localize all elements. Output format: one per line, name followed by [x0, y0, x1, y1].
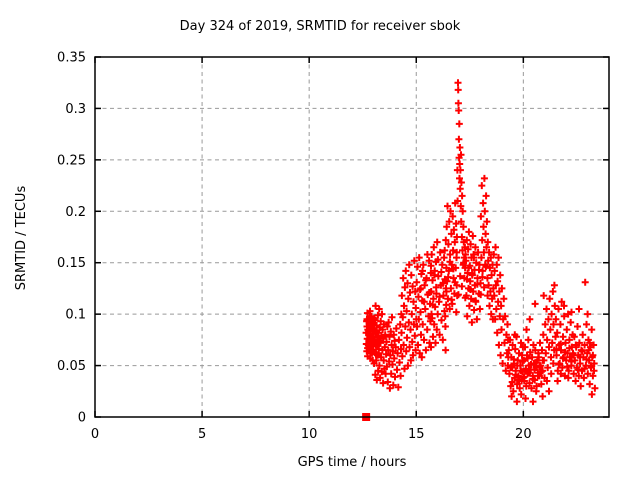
scatter-points: [362, 79, 599, 406]
svg-text:0: 0: [91, 427, 99, 442]
svg-text:0.1: 0.1: [65, 308, 86, 323]
svg-text:0.3: 0.3: [65, 102, 86, 117]
svg-text:15: 15: [408, 427, 425, 442]
plot-border: [94, 56, 610, 418]
svg-text:20: 20: [515, 427, 532, 442]
x-axis-label: GPS time / hours: [297, 455, 407, 470]
y-axis-label: SRMTID / TECUs: [14, 185, 29, 291]
x-tick-labels: 0 5 10 15 20: [91, 427, 532, 442]
svg-text:0.2: 0.2: [65, 205, 86, 220]
svg-text:0.25: 0.25: [57, 153, 86, 168]
svg-text:0.15: 0.15: [57, 256, 86, 271]
svg-text:5: 5: [198, 427, 206, 442]
y-tick-labels: 0 0.05 0.1 0.15 0.2 0.25 0.3 0.35: [57, 51, 86, 426]
chart-title: Day 324 of 2019, SRMTID for receiver sbo…: [179, 19, 461, 34]
svg-text:0.05: 0.05: [57, 359, 86, 374]
svg-text:10: 10: [301, 427, 318, 442]
svg-text:0: 0: [78, 411, 86, 426]
svg-text:0.35: 0.35: [57, 51, 86, 66]
